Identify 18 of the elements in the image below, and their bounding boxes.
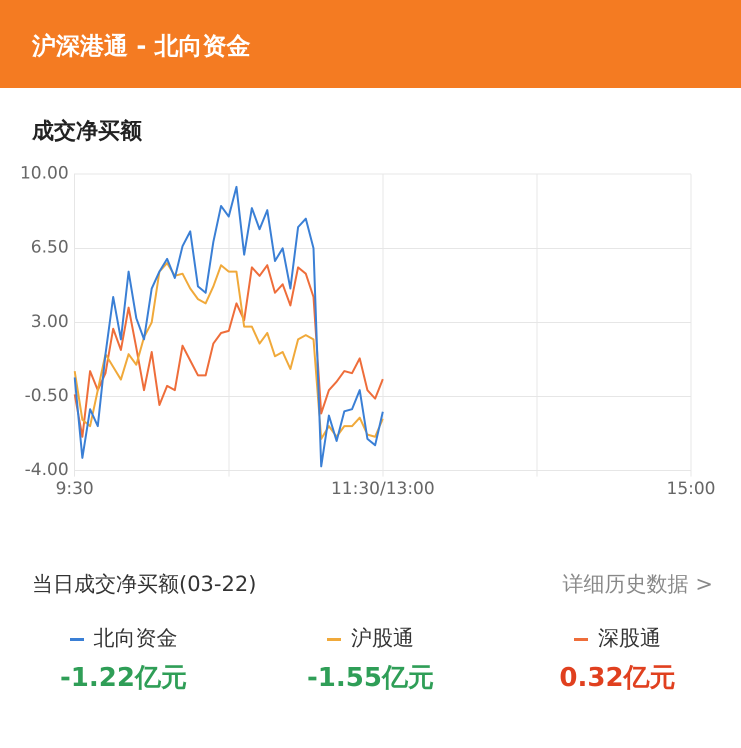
legend-label: 北向资金	[92, 625, 178, 652]
legend-label: 沪股通	[350, 625, 415, 652]
text: -1.55亿元	[306, 662, 435, 695]
y-tick-label: 10.00	[20, 164, 69, 184]
legend-label: 深股通	[597, 625, 662, 652]
y-tick-label: 3.00	[30, 312, 69, 332]
chart-subtitle: 成交净买额	[30, 118, 143, 146]
text: -1.22亿元	[59, 662, 188, 695]
y-tick-label: -4.00	[24, 460, 69, 480]
x-tick-label: 9:30	[56, 479, 94, 500]
text: 当日成交净买额(03-22)	[32, 571, 256, 598]
text: 详细历史数据 >	[562, 571, 713, 598]
y-tick-label: -0.50	[24, 386, 69, 406]
x-tick-label: 15:00	[666, 479, 716, 500]
y-tick-label: 6.50	[30, 238, 69, 258]
text: 0.32亿元	[558, 662, 677, 695]
x-tick-label: 11:30/13:00	[330, 479, 435, 500]
chart-title: 沪深港通 - 北向资金	[0, 0, 741, 88]
